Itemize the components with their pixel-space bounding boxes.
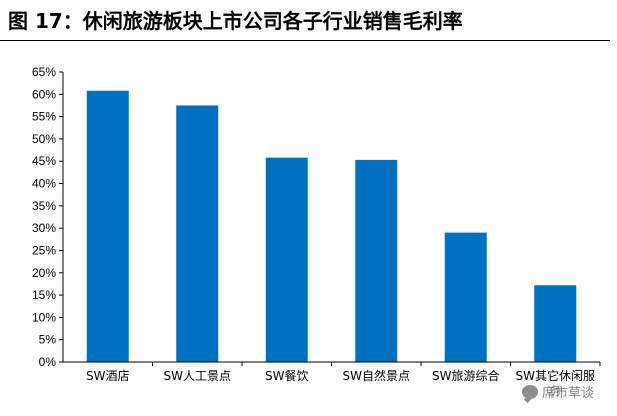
- title-divider: [0, 40, 610, 41]
- bar: [355, 159, 398, 362]
- chart-area: 0% 5% 10% 15% 20% 25% 30% 35% 40% 45% 50% 55% 60% 65%…: [0, 44, 617, 416]
- title-bar: 图 17：休闲旅游板块上市公司各子行业销售毛利率: [0, 0, 617, 36]
- x-tick-label: SW自然景点: [343, 368, 410, 383]
- y-tick-label: 40%: [32, 177, 56, 191]
- x-axis: SW酒店SW人工景点SW餐饮SW自然景点SW旅游综合SW其它休闲服务: [63, 361, 601, 398]
- bar: [265, 157, 308, 362]
- watermark: 席市草谈: [518, 381, 597, 402]
- x-tick-label: SW餐饮: [265, 368, 308, 383]
- y-tick-label: 45%: [32, 154, 56, 168]
- y-tick-label: 15%: [32, 288, 56, 302]
- y-axis: 0% 5% 10% 15% 20% 25% 30% 35% 40% 45% 50% 55% 60% 65%: [32, 65, 64, 369]
- y-tick-label: 25%: [32, 243, 56, 257]
- x-tick-label: SW人工景点: [164, 369, 231, 383]
- y-tick-label: 35%: [32, 199, 56, 213]
- bar: [176, 105, 219, 362]
- bar: [444, 232, 487, 362]
- y-tick-label: 50%: [32, 132, 56, 146]
- y-tick-label: 30%: [32, 221, 56, 235]
- y-tick-label: 10%: [32, 310, 56, 324]
- bar-chart: 0% 5% 10% 15% 20% 25% 30% 35% 40% 45% 50% 55% 60% 65%…: [32, 65, 601, 398]
- bar: [534, 285, 577, 362]
- x-tick-label: SW旅游综合: [432, 368, 499, 383]
- bar: [86, 90, 129, 362]
- chat-icon: [521, 384, 538, 399]
- y-tick-label: 65%: [32, 65, 56, 79]
- y-tick-label: 55%: [32, 110, 56, 124]
- y-tick-label: 0%: [39, 355, 57, 369]
- bars: [86, 90, 577, 362]
- watermark-text: 席市草谈: [541, 386, 594, 401]
- y-tick-label: 5%: [39, 333, 57, 347]
- y-tick-label: 20%: [32, 266, 56, 280]
- chart-title: 图 17：休闲旅游板块上市公司各子行业销售毛利率: [8, 9, 463, 33]
- x-tick-label: SW酒店: [86, 369, 129, 383]
- y-tick-label: 60%: [32, 87, 56, 101]
